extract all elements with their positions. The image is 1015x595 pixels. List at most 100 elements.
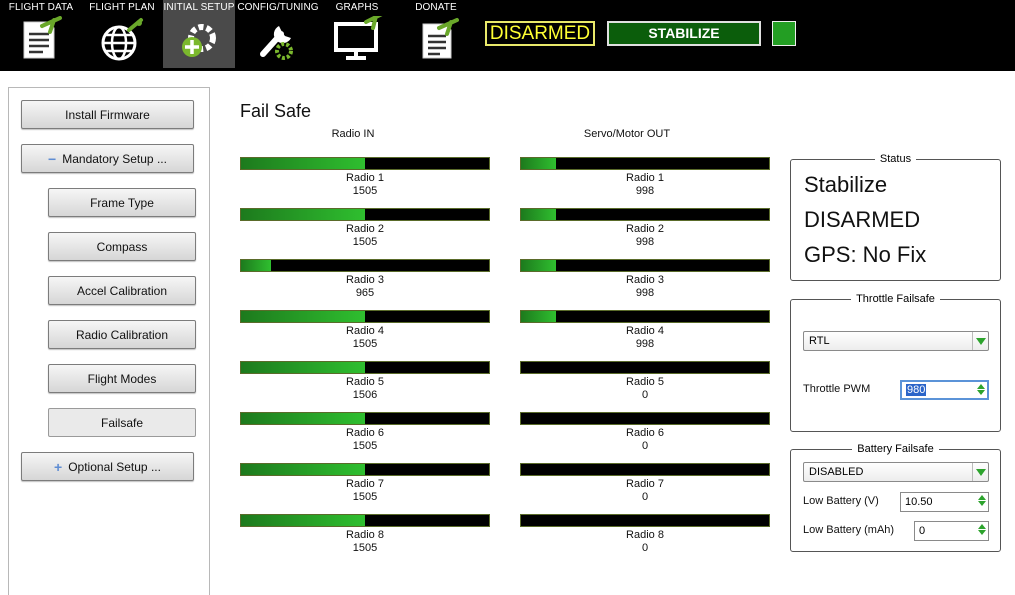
top-navigation-bar: FLIGHT DATA FLIGHT PLAN INITIAL SETUP — [0, 0, 1015, 71]
servo-out-bar-6 — [520, 412, 770, 425]
radio-in-channel-value: 1506 — [352, 389, 378, 401]
flight-plan-icon — [99, 16, 145, 67]
select-value: RTL — [809, 335, 830, 347]
servo-out-channel-label: Radio 3 — [626, 274, 664, 286]
nav-initial-setup[interactable]: INITIAL SETUP — [163, 0, 235, 68]
servo-out-bar-2 — [520, 208, 770, 221]
low-battery-mah-spinner[interactable]: 0 — [914, 521, 989, 541]
nav-donate[interactable]: DONATE — [405, 0, 467, 68]
compass-button[interactable]: Compass — [48, 232, 196, 261]
throttle-failsafe-action-select[interactable]: RTL — [803, 331, 989, 351]
battery-failsafe-action-select[interactable]: DISABLED — [803, 462, 989, 482]
group-title: Throttle Failsafe — [851, 293, 940, 305]
servo-out-channel-value: 998 — [635, 185, 655, 197]
radio-in-channel-label: Radio 3 — [346, 274, 384, 286]
group-title: Battery Failsafe — [852, 443, 939, 455]
radio-in-header: Radio IN — [331, 128, 375, 140]
servo-out-bar-7 — [520, 463, 770, 476]
graphs-icon — [330, 12, 384, 67]
flight-modes-button[interactable]: Flight Modes — [48, 364, 196, 393]
servo-out-channel-label: Radio 8 — [626, 529, 664, 541]
status-gps: GPS: No Fix — [804, 242, 927, 267]
radio-calibration-button[interactable]: Radio Calibration — [48, 320, 196, 349]
spinner-arrows-icon[interactable] — [977, 523, 986, 539]
low-battery-voltage-spinner[interactable]: 10.50 — [900, 492, 989, 512]
button-label: Install Firmware — [65, 107, 150, 122]
button-label: Optional Setup ... — [68, 459, 161, 474]
radio-in-bar-6 — [240, 412, 490, 425]
armed-status-badge: DISARMED — [485, 21, 595, 46]
button-label: Failsafe — [100, 415, 144, 430]
optional-setup-button[interactable]: + Optional Setup ... — [21, 452, 194, 481]
servo-out-bar-3 — [520, 259, 770, 272]
flight-mode-badge: STABILIZE — [607, 21, 761, 46]
radio-in-bar-fill — [241, 311, 365, 322]
group-title: Status — [874, 153, 917, 165]
radio-in-channel-label: Radio 8 — [346, 529, 384, 541]
radio-in-channel-label: Radio 6 — [346, 427, 384, 439]
radio-in-bar-4 — [240, 310, 490, 323]
servo-out-channel-label: Radio 4 — [626, 325, 664, 337]
status-mode: Stabilize — [804, 172, 888, 197]
radio-in-channel-value: 1505 — [352, 542, 378, 554]
servo-out-bar-fill — [521, 158, 556, 169]
nav-flight-plan[interactable]: FLIGHT PLAN — [82, 0, 162, 68]
button-label: Frame Type — [90, 195, 154, 210]
low-battery-mah-label: Low Battery (mAh) — [803, 524, 895, 536]
connection-indicator — [772, 21, 796, 46]
servo-out-channel-value: 998 — [635, 338, 655, 350]
failsafe-button[interactable]: Failsafe — [48, 408, 196, 437]
expand-icon: + — [54, 458, 63, 475]
nav-flight-data[interactable]: FLIGHT DATA — [0, 0, 82, 68]
radio-in-channel-label: Radio 5 — [346, 376, 384, 388]
radio-in-bar-7 — [240, 463, 490, 476]
throttle-pwm-spinner[interactable]: 980 — [900, 380, 989, 400]
nav-config-tuning[interactable]: CONFIG/TUNING — [235, 0, 321, 68]
page-title: Fail Safe — [240, 101, 312, 121]
radio-in-bar-fill — [241, 515, 365, 526]
radio-in-bar-5 — [240, 361, 490, 374]
select-value: DISABLED — [809, 466, 864, 478]
servo-out-bar-fill — [521, 209, 556, 220]
servo-out-channel-label: Radio 5 — [626, 376, 664, 388]
collapse-icon: − — [48, 150, 57, 167]
low-battery-voltage-label: Low Battery (V) — [803, 495, 879, 507]
spinner-arrows-icon[interactable] — [977, 494, 986, 510]
button-label: Flight Modes — [87, 371, 157, 386]
servo-out-bar-8 — [520, 514, 770, 527]
servo-out-channel-label: Radio 6 — [626, 427, 664, 439]
radio-in-channel-value: 1505 — [352, 491, 378, 503]
status-group: Status Stabilize DISARMED GPS: No Fix — [790, 153, 1001, 281]
radio-in-bar-1 — [240, 157, 490, 170]
initial-setup-icon — [176, 16, 222, 67]
servo-out-channel-value: 0 — [641, 542, 649, 554]
nav-label: INITIAL SETUP — [163, 2, 235, 13]
button-label: Compass — [96, 239, 148, 254]
install-firmware-button[interactable]: Install Firmware — [21, 100, 194, 129]
servo-out-bar-5 — [520, 361, 770, 374]
radio-in-bar-3 — [240, 259, 490, 272]
dropdown-arrow-icon — [972, 332, 988, 350]
throttle-failsafe-group: Throttle Failsafe RTL Throttle PWM 980 — [790, 293, 1001, 432]
throttle-pwm-label: Throttle PWM — [803, 383, 871, 395]
nav-label: DONATE — [415, 2, 457, 13]
config-tuning-icon — [255, 16, 301, 67]
mandatory-setup-button[interactable]: − Mandatory Setup ... — [21, 144, 194, 173]
radio-in-channel-label: Radio 7 — [346, 478, 384, 490]
radio-in-bar-fill — [241, 362, 365, 373]
nav-label: GRAPHS — [335, 2, 379, 13]
servo-out-channel-label: Radio 7 — [626, 478, 664, 490]
radio-in-bar-fill — [241, 464, 365, 475]
donate-icon — [413, 16, 459, 67]
spinner-arrows-icon[interactable] — [976, 383, 985, 399]
servo-out-bar-fill — [521, 260, 556, 271]
accel-calibration-button[interactable]: Accel Calibration — [48, 276, 196, 305]
spinner-value: 10.50 — [905, 496, 933, 508]
radio-in-channel-label: Radio 1 — [346, 172, 384, 184]
frame-type-button[interactable]: Frame Type — [48, 188, 196, 217]
nav-graphs[interactable]: GRAPHS — [321, 0, 393, 68]
servo-out-channel-label: Radio 1 — [626, 172, 664, 184]
flight-data-icon — [18, 16, 64, 67]
nav-label: FLIGHT DATA — [8, 2, 74, 13]
servo-out-bar-4 — [520, 310, 770, 323]
